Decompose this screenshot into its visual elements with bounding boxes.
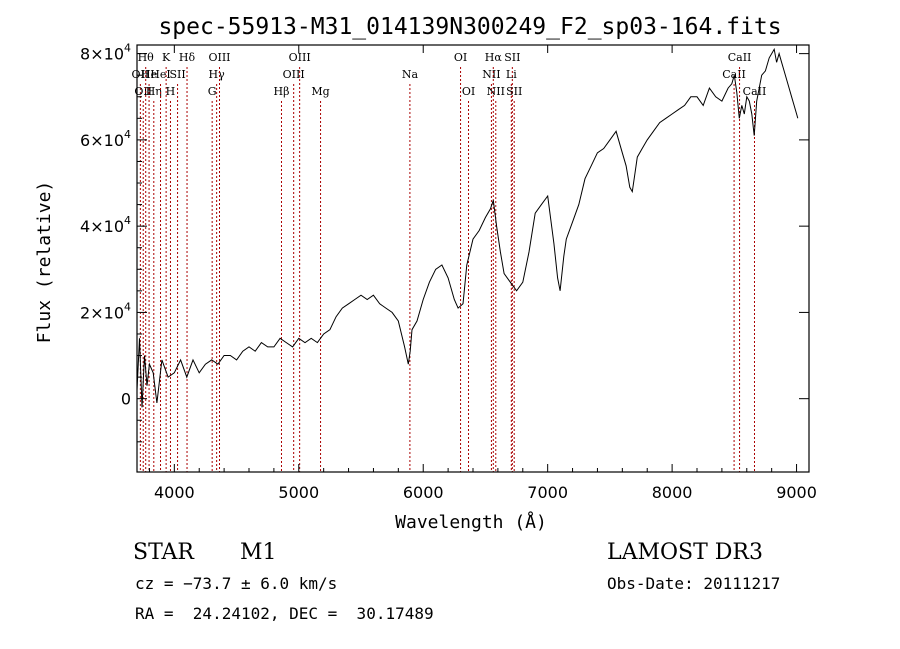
line-marker-label: NII: [487, 85, 505, 98]
line-marker-label: SII: [506, 85, 522, 98]
object-class: STAR: [133, 540, 194, 565]
x-tick-label: 4000: [154, 483, 195, 502]
y-tick-label: 2×104: [80, 300, 131, 322]
line-marker-label: NII: [482, 68, 500, 81]
x-tick-label: 7000: [527, 483, 568, 502]
plot-frame: [136, 44, 810, 473]
line-marker-label: HeI: [150, 68, 170, 81]
y-tick-label: 8×104: [80, 42, 131, 64]
x-axis: 4000 5000 6000 7000 8000 9000: [148, 45, 817, 502]
line-marker-label: Na: [402, 68, 419, 81]
ra-dec: RA = 24.24102, DEC = 30.17489: [135, 604, 434, 623]
y-tick-exponent: 4: [124, 300, 131, 313]
x-tick-label: 9000: [776, 483, 817, 502]
series-layer: [136, 47, 799, 408]
line-marker-label: G: [208, 85, 217, 98]
y-tick-exponent: 4: [124, 128, 131, 141]
x-tick-label: 8000: [652, 483, 693, 502]
line-marker-label: SII: [504, 51, 520, 64]
line-marker-label: He: [141, 68, 157, 81]
line-marker-label: OI: [454, 51, 467, 64]
y-tick-exponent: 4: [124, 42, 131, 55]
x-axis-label: Wavelength (Å): [395, 511, 547, 533]
line-marker-label: Hβ: [274, 85, 290, 98]
line-marker-label: CaII: [743, 85, 767, 98]
line-marker-label: SII: [169, 68, 185, 81]
y-axis-label: Flux (relative): [34, 181, 55, 344]
x-tick-label: 6000: [403, 483, 444, 502]
y-tick-exponent: 4: [124, 214, 131, 227]
y-tick-mantissa: 6×10: [80, 131, 124, 150]
line-marker-label: Hα: [485, 51, 503, 64]
line-marker-layer: OII OII Hθ He Hη HeI K H SII Hδ G Hγ OIII Hβ OIII OIII M…: [132, 51, 767, 472]
line-marker-label: OII: [134, 85, 152, 98]
series-line-spectrum: [136, 47, 799, 408]
line-marker-label: Hγ: [209, 68, 226, 81]
y-tick-mantissa: 8×10: [80, 45, 124, 64]
line-marker-label: Hθ: [138, 51, 155, 64]
line-marker-label: OIII: [283, 68, 305, 81]
line-marker-label: Mg: [311, 85, 329, 98]
chart-title: spec-55913-M31_014139N300249_F2_sp03-164…: [158, 14, 781, 40]
line-marker-label: CaII: [722, 68, 746, 81]
line-marker-label: Hδ: [179, 51, 196, 64]
redshift-cz: cz = −73.7 ± 6.0 km/s: [135, 574, 338, 593]
line-marker-label: OI: [462, 85, 475, 98]
line-marker-label: Li: [506, 68, 517, 81]
line-marker-label: CaII: [728, 51, 752, 64]
x-tick-label: 5000: [278, 483, 319, 502]
y-tick-label: 0: [121, 390, 131, 409]
line-marker-label: H: [166, 85, 176, 98]
y-tick-label: 6×104: [80, 128, 131, 150]
y-tick-label: 4×104: [80, 214, 131, 236]
y-tick-mantissa: 4×10: [80, 217, 124, 236]
line-marker-label: OII: [132, 68, 150, 81]
line-marker-label: K: [162, 51, 171, 64]
y-tick-mantissa: 0: [121, 390, 131, 409]
object-subclass: M1: [240, 540, 277, 565]
line-marker-label: Hη: [146, 85, 162, 98]
survey-name: LAMOST DR3: [607, 540, 763, 565]
line-marker-label: OIII: [208, 51, 230, 64]
obs-date: Obs-Date: 20111217: [607, 574, 781, 593]
y-tick-mantissa: 2×10: [80, 303, 124, 322]
line-marker-label: OIII: [289, 51, 311, 64]
